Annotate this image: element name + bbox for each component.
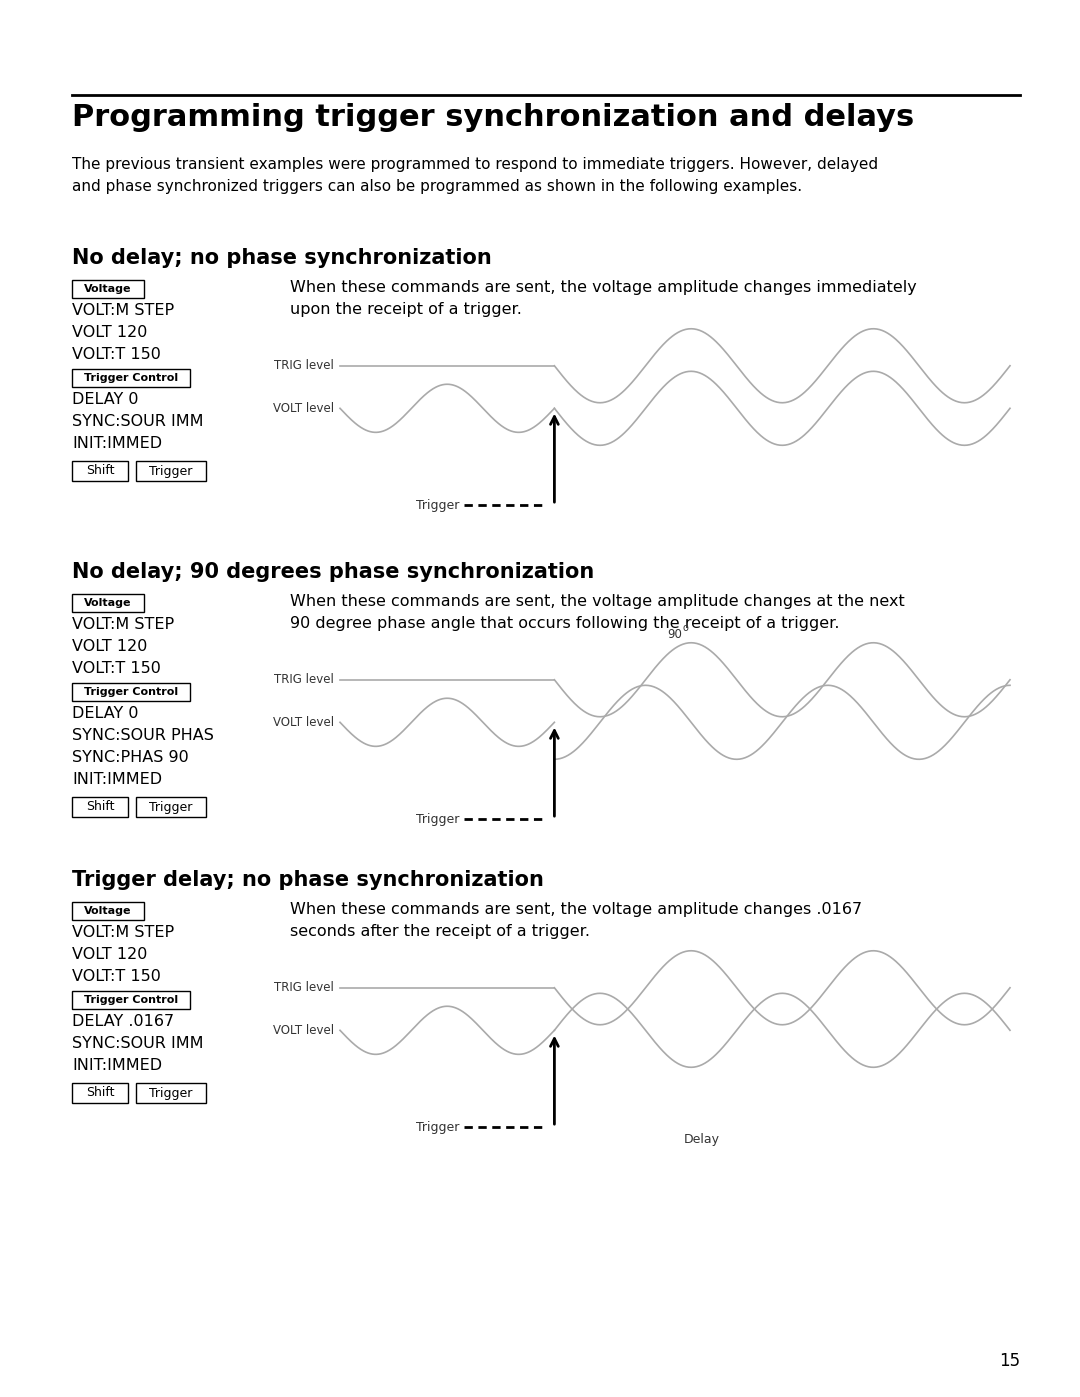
Text: VOLT:M STEP: VOLT:M STEP — [72, 617, 174, 631]
Text: 15: 15 — [999, 1352, 1020, 1370]
Text: Programming trigger synchronization and delays: Programming trigger synchronization and … — [72, 103, 915, 131]
Bar — [72, 369, 190, 387]
Text: INIT:IMMED: INIT:IMMED — [72, 1058, 162, 1073]
Text: 90: 90 — [667, 629, 683, 641]
Text: SYNC:SOUR IMM: SYNC:SOUR IMM — [72, 1037, 203, 1051]
Text: Trigger: Trigger — [149, 800, 192, 813]
Text: SYNC:SOUR PHAS: SYNC:SOUR PHAS — [72, 728, 214, 743]
Text: Trigger delay; no phase synchronization: Trigger delay; no phase synchronization — [72, 870, 544, 890]
Text: INIT:IMMED: INIT:IMMED — [72, 773, 162, 787]
Bar — [72, 1083, 129, 1104]
Bar — [72, 683, 190, 701]
Text: TRIG level: TRIG level — [274, 981, 334, 995]
Text: When these commands are sent, the voltage amplitude changes at the next
90 degre: When these commands are sent, the voltag… — [291, 594, 905, 630]
Text: DELAY 0: DELAY 0 — [72, 705, 138, 721]
Bar — [136, 798, 206, 817]
Text: Trigger Control: Trigger Control — [84, 373, 178, 383]
Text: DELAY 0: DELAY 0 — [72, 393, 138, 407]
Text: SYNC:SOUR IMM: SYNC:SOUR IMM — [72, 414, 203, 429]
Bar — [72, 990, 190, 1009]
Text: Trigger: Trigger — [149, 1087, 192, 1099]
Text: VOLT 120: VOLT 120 — [72, 326, 147, 339]
Text: Delay: Delay — [684, 1133, 719, 1146]
Text: VOLT:T 150: VOLT:T 150 — [72, 661, 161, 676]
Text: Trigger: Trigger — [416, 813, 459, 826]
Text: VOLT:M STEP: VOLT:M STEP — [72, 303, 174, 319]
Text: Shift: Shift — [85, 800, 114, 813]
Text: TRIG level: TRIG level — [274, 673, 334, 686]
Text: Voltage: Voltage — [84, 598, 132, 608]
Text: No delay; no phase synchronization: No delay; no phase synchronization — [72, 249, 491, 268]
Text: VOLT level: VOLT level — [273, 402, 334, 415]
Bar — [72, 594, 144, 612]
Bar — [72, 279, 144, 298]
Bar — [136, 1083, 206, 1104]
Text: No delay; 90 degrees phase synchronization: No delay; 90 degrees phase synchronizati… — [72, 562, 594, 583]
Text: Trigger Control: Trigger Control — [84, 687, 178, 697]
Text: Trigger: Trigger — [149, 464, 192, 478]
Text: VOLT:M STEP: VOLT:M STEP — [72, 925, 174, 940]
Text: The previous transient examples were programmed to respond to immediate triggers: The previous transient examples were pro… — [72, 156, 878, 194]
Text: VOLT 120: VOLT 120 — [72, 638, 147, 654]
Text: When these commands are sent, the voltage amplitude changes .0167
seconds after : When these commands are sent, the voltag… — [291, 902, 862, 939]
Bar — [72, 798, 129, 817]
Bar — [72, 461, 129, 481]
Text: DELAY .0167: DELAY .0167 — [72, 1014, 174, 1030]
Text: Trigger: Trigger — [416, 1120, 459, 1133]
Text: Voltage: Voltage — [84, 907, 132, 916]
Text: VOLT:T 150: VOLT:T 150 — [72, 346, 161, 362]
Text: VOLT level: VOLT level — [273, 715, 334, 729]
Text: TRIG level: TRIG level — [274, 359, 334, 372]
Text: When these commands are sent, the voltage amplitude changes immediately
upon the: When these commands are sent, the voltag… — [291, 279, 917, 317]
Text: Shift: Shift — [85, 464, 114, 478]
Text: SYNC:PHAS 90: SYNC:PHAS 90 — [72, 750, 189, 766]
Text: VOLT 120: VOLT 120 — [72, 947, 147, 963]
Text: Trigger: Trigger — [416, 499, 459, 511]
Text: VOLT level: VOLT level — [273, 1024, 334, 1037]
Text: Shift: Shift — [85, 1087, 114, 1099]
Bar — [136, 461, 206, 481]
Text: VOLT:T 150: VOLT:T 150 — [72, 970, 161, 983]
Bar — [72, 902, 144, 921]
Text: Voltage: Voltage — [84, 284, 132, 293]
Text: o: o — [683, 623, 688, 633]
Text: Trigger Control: Trigger Control — [84, 995, 178, 1004]
Text: INIT:IMMED: INIT:IMMED — [72, 436, 162, 451]
